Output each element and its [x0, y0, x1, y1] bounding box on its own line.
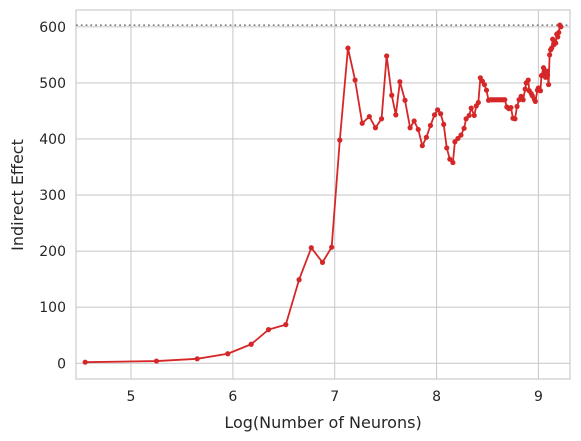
- data-point: [352, 77, 358, 83]
- data-point: [308, 245, 314, 251]
- data-point: [514, 103, 520, 110]
- data-point: [544, 72, 551, 78]
- x-tick-label: 5: [127, 389, 136, 405]
- series-group: [82, 22, 564, 365]
- y-tick-label: 600: [39, 20, 66, 36]
- data-point: [153, 358, 160, 364]
- data-point: [378, 116, 385, 122]
- data-point: [283, 322, 289, 328]
- data-point: [452, 139, 458, 145]
- data-point: [458, 132, 464, 138]
- y-tick-label: 300: [39, 188, 66, 204]
- data-point: [537, 88, 544, 94]
- data-point: [366, 113, 372, 120]
- data-point: [225, 351, 231, 357]
- x-tick-label: 7: [330, 389, 339, 405]
- data-point: [525, 77, 531, 83]
- data-point: [434, 107, 441, 113]
- data-point: [438, 111, 444, 117]
- data-point: [359, 120, 365, 126]
- data-point: [337, 137, 343, 143]
- data-point: [419, 143, 425, 149]
- data-point: [431, 112, 438, 118]
- data-point: [393, 112, 399, 118]
- x-tick-labels: 5 6 7 8 9: [127, 389, 543, 405]
- data-point: [461, 125, 467, 131]
- data-point: [475, 99, 481, 106]
- data-point: [384, 53, 390, 59]
- x-tick-label: 8: [432, 389, 441, 405]
- data-point: [543, 68, 550, 74]
- data-point: [389, 92, 395, 98]
- data-point: [483, 87, 490, 93]
- data-point: [296, 277, 302, 283]
- data-point: [508, 104, 514, 111]
- data-point: [455, 135, 461, 142]
- data-point: [194, 356, 200, 362]
- data-point: [402, 97, 408, 103]
- data-point: [415, 126, 421, 133]
- data-point: [345, 45, 351, 51]
- grid: [76, 10, 570, 379]
- data-point: [444, 145, 450, 151]
- data-point: [553, 40, 559, 46]
- y-tick-labels: 0 100 200 300 400 500 600: [39, 20, 66, 372]
- data-point: [468, 105, 474, 111]
- data-point: [555, 34, 561, 40]
- series-line: [85, 24, 562, 364]
- data-point: [441, 121, 447, 128]
- data-point: [411, 118, 417, 124]
- data-point: [540, 65, 547, 71]
- y-tick-label: 200: [39, 244, 66, 260]
- data-point: [407, 125, 413, 131]
- data-point: [546, 81, 552, 88]
- data-point: [520, 97, 526, 103]
- data-point: [82, 359, 88, 365]
- data-point: [265, 327, 272, 333]
- data-point: [372, 125, 379, 131]
- x-tick-label: 6: [228, 389, 237, 405]
- data-point: [423, 134, 429, 140]
- x-tick-label: 9: [534, 389, 543, 405]
- data-point: [319, 259, 326, 265]
- data-point: [522, 86, 528, 92]
- data-point: [447, 156, 453, 162]
- y-tick-label: 0: [57, 356, 66, 372]
- data-point: [481, 81, 488, 88]
- y-tick-label: 500: [39, 76, 66, 92]
- data-point: [558, 24, 564, 30]
- data-point: [450, 159, 456, 166]
- data-point: [248, 341, 254, 347]
- data-point: [463, 116, 469, 122]
- y-axis-label: Indirect Effect: [8, 139, 27, 251]
- data-point: [427, 122, 434, 129]
- y-tick-label: 400: [39, 132, 66, 148]
- data-point: [512, 116, 518, 122]
- plot-frame: [75, 9, 571, 380]
- data-point: [532, 98, 538, 105]
- data-point: [502, 97, 508, 103]
- data-point: [471, 112, 477, 119]
- data-point: [466, 112, 472, 119]
- data-point: [556, 29, 562, 36]
- y-tick-label: 100: [39, 300, 66, 316]
- data-point: [547, 52, 553, 58]
- data-point: [397, 79, 403, 85]
- data-point: [329, 244, 335, 250]
- x-axis-label: Log(Number of Neurons): [224, 413, 421, 432]
